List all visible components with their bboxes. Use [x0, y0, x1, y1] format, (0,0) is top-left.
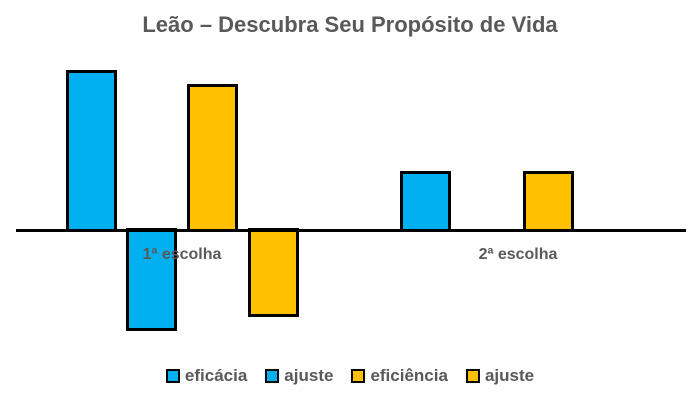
bar-ajuste-yellow-1: [248, 228, 299, 317]
bar-eficacia-1: [66, 70, 117, 232]
legend-swatch-icon: [265, 369, 280, 383]
legend-item-eficacia: eficácia: [165, 366, 248, 386]
legend-item-eficiencia: eficiência: [351, 366, 448, 386]
category-label-2: 2ª escolha: [478, 246, 558, 263]
legend-swatch-icon: [351, 369, 366, 383]
legend-label: eficiência: [370, 366, 448, 385]
legend-label: eficácia: [184, 366, 248, 385]
bar-eficiencia-1: [187, 84, 238, 232]
chart-title: Leão – Descubra Seu Propósito de Vida: [142, 12, 558, 37]
legend-item-ajuste-yellow: ajuste: [465, 366, 535, 386]
legend-swatch-icon: [465, 369, 480, 383]
zero-axis-line: [16, 229, 686, 232]
legend: eficácia ajuste eficiência ajuste: [0, 366, 700, 386]
category-label-1: 1ª escolha: [142, 246, 222, 263]
bar-eficacia-2: [400, 171, 451, 232]
legend-label: ajuste: [484, 366, 535, 385]
legend-label: ajuste: [284, 366, 334, 385]
legend-swatch-icon: [165, 369, 180, 383]
bar-ajuste-blue-1: [126, 228, 177, 331]
bar-eficiencia-2: [523, 171, 574, 232]
legend-item-ajuste-blue: ajuste: [265, 366, 333, 386]
